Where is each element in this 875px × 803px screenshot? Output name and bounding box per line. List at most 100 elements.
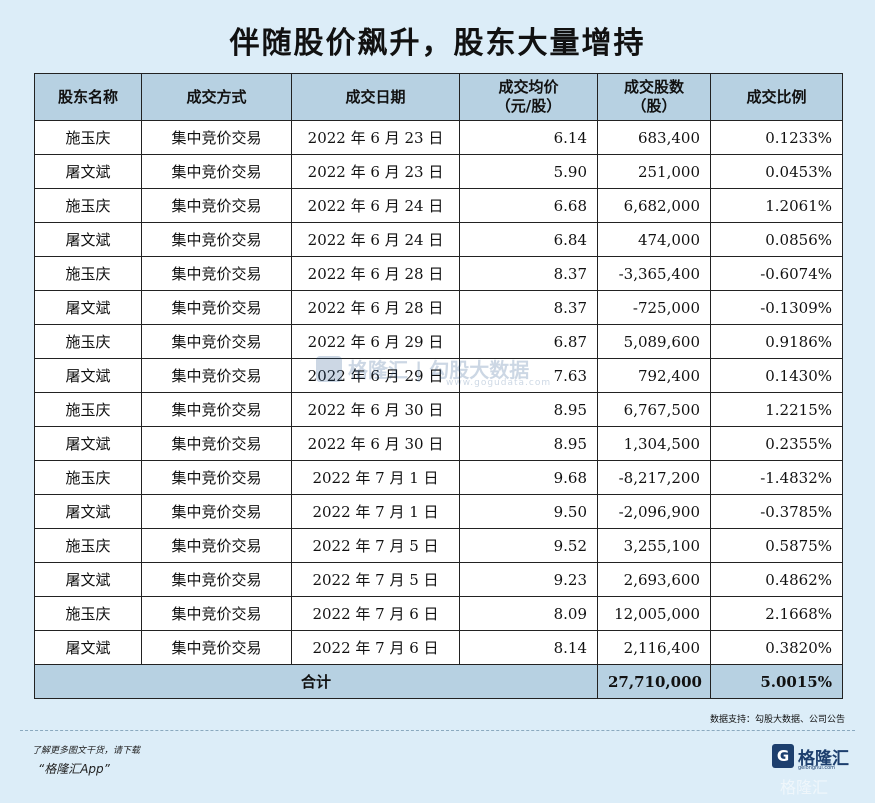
cell-ratio: 0.4862% [710, 562, 843, 597]
header-ratio: 成交比例 [710, 73, 843, 121]
cell-shareholder: 屠文斌 [34, 358, 142, 393]
cell-ratio: 0.0856% [710, 222, 843, 257]
cell-shares: 3,255,100 [597, 528, 711, 563]
cell-avg-price: 6.87 [459, 324, 598, 359]
cell-avg-price: 7.63 [459, 358, 598, 393]
cell-avg-price: 8.14 [459, 630, 598, 665]
cell-ratio: 0.3820% [710, 630, 843, 665]
table-row: 屠文斌 集中竞价交易 2022 年 6 月 24 日 6.84 474,000 0.085… [34, 222, 843, 257]
cell-avg-price: 9.50 [459, 494, 598, 529]
cell-method: 集中竞价交易 [141, 256, 292, 291]
header-method: 成交方式 [141, 73, 292, 121]
cell-shares: 683,400 [597, 120, 711, 155]
cell-ratio: 2.1668% [710, 596, 843, 631]
cell-shareholder: 屠文斌 [34, 494, 142, 529]
cell-date: 2022 年 6 月 23 日 [291, 120, 460, 155]
cell-ratio: -0.6074% [710, 256, 843, 291]
table-row: 屠文斌 集中竞价交易 2022 年 6 月 30 日 8.95 1,304,500 0.2… [34, 426, 843, 461]
cell-date: 2022 年 7 月 1 日 [291, 460, 460, 495]
brand-url: gelonghui.com [798, 765, 836, 771]
cell-date: 2022 年 7 月 5 日 [291, 528, 460, 563]
cell-shares: 12,005,000 [597, 596, 711, 631]
table-row: 施玉庆 集中竞价交易 2022 年 6 月 24 日 6.68 6,682,000 1.2… [34, 188, 843, 223]
trades-table: 股东名称 成交方式 成交日期 成交均价 （元/股） 成交股数 （股） 成交比例 … [34, 73, 843, 699]
table-row: 施玉庆 集中竞价交易 2022 年 7 月 1 日 9.68 -8,217,200 -1.… [34, 460, 843, 495]
cell-shares: -2,096,900 [597, 494, 711, 529]
cell-method: 集中竞价交易 [141, 120, 292, 155]
cell-method: 集中竞价交易 [141, 426, 292, 461]
cell-avg-price: 8.37 [459, 256, 598, 291]
cell-method: 集中竞价交易 [141, 460, 292, 495]
promo-text: 了解更多图文干货，请下载 [32, 746, 141, 756]
cell-method: 集中竞价交易 [141, 630, 292, 665]
cell-shares: 251,000 [597, 154, 711, 189]
total-ratio: 5.0015% [710, 664, 843, 699]
table-row: 施玉庆 集中竞价交易 2022 年 7 月 6 日 8.09 12,005,000 2.1… [34, 596, 843, 631]
cell-shares: -3,365,400 [597, 256, 711, 291]
table-row: 施玉庆 集中竞价交易 2022 年 6 月 23 日 6.14 683,400 0.123… [34, 120, 843, 155]
table-row: 屠文斌 集中竞价交易 2022 年 7 月 5 日 9.23 2,693,600 0.48… [34, 562, 843, 597]
cell-date: 2022 年 7 月 1 日 [291, 494, 460, 529]
cell-avg-price: 6.14 [459, 120, 598, 155]
data-source-note: 数据支持：勾股大数据、公司公告 [709, 715, 845, 725]
cell-ratio: -0.3785% [710, 494, 843, 529]
cell-method: 集中竞价交易 [141, 528, 292, 563]
table-body: 施玉庆 集中竞价交易 2022 年 6 月 23 日 6.14 683,400 0.123… [34, 120, 843, 665]
cell-method: 集中竞价交易 [141, 290, 292, 325]
cell-method: 集中竞价交易 [141, 324, 292, 359]
cell-shares: -8,217,200 [597, 460, 711, 495]
cell-avg-price: 8.09 [459, 596, 598, 631]
cell-shares: -725,000 [597, 290, 711, 325]
cell-ratio: 0.2355% [710, 426, 843, 461]
cell-shareholder: 屠文斌 [34, 630, 142, 665]
cell-avg-price: 6.68 [459, 188, 598, 223]
cell-avg-price: 9.23 [459, 562, 598, 597]
table-header-row: 股东名称 成交方式 成交日期 成交均价 （元/股） 成交股数 （股） 成交比例 [34, 73, 843, 121]
brand-watermark: 格隆汇 [780, 778, 829, 797]
cell-shareholder: 施玉庆 [34, 460, 142, 495]
header-shareholder: 股东名称 [34, 73, 142, 121]
cell-shareholder: 屠文斌 [34, 154, 142, 189]
total-row: 合计 27,710,000 5.0015% [34, 664, 843, 699]
cell-ratio: 1.2215% [710, 392, 843, 427]
table-row: 施玉庆 集中竞价交易 2022 年 6 月 29 日 6.87 5,089,600 0.9… [34, 324, 843, 359]
table-row: 屠文斌 集中竞价交易 2022 年 7 月 6 日 8.14 2,116,400 0.38… [34, 630, 843, 665]
page-title: 伴随股价飙升，股东大量增持 [229, 26, 646, 61]
cell-ratio: 0.5875% [710, 528, 843, 563]
cell-date: 2022 年 6 月 29 日 [291, 358, 460, 393]
cell-method: 集中竞价交易 [141, 596, 292, 631]
cell-method: 集中竞价交易 [141, 562, 292, 597]
cell-shareholder: 屠文斌 [34, 562, 142, 597]
cell-date: 2022 年 7 月 6 日 [291, 630, 460, 665]
divider [20, 730, 855, 731]
cell-shareholder: 屠文斌 [34, 426, 142, 461]
cell-ratio: -0.1309% [710, 290, 843, 325]
cell-method: 集中竞价交易 [141, 494, 292, 529]
total-label: 合计 [34, 664, 598, 699]
cell-shares: 6,767,500 [597, 392, 711, 427]
cell-date: 2022 年 6 月 24 日 [291, 188, 460, 223]
promo-app-name: “格隆汇App” [38, 762, 110, 776]
header-avg-price: 成交均价 （元/股） [459, 73, 598, 121]
cell-date: 2022 年 6 月 30 日 [291, 392, 460, 427]
cell-date: 2022 年 6 月 29 日 [291, 324, 460, 359]
table-row: 屠文斌 集中竞价交易 2022 年 6 月 23 日 5.90 251,000 0.045… [34, 154, 843, 189]
cell-shareholder: 施玉庆 [34, 528, 142, 563]
cell-date: 2022 年 6 月 28 日 [291, 290, 460, 325]
total-shares: 27,710,000 [597, 664, 711, 699]
cell-ratio: -1.4832% [710, 460, 843, 495]
cell-date: 2022 年 6 月 28 日 [291, 256, 460, 291]
cell-shareholder: 施玉庆 [34, 120, 142, 155]
cell-date: 2022 年 6 月 24 日 [291, 222, 460, 257]
table-row: 施玉庆 集中竞价交易 2022 年 6 月 30 日 8.95 6,767,500 1.2… [34, 392, 843, 427]
header-date: 成交日期 [291, 73, 460, 121]
table-row: 屠文斌 集中竞价交易 2022 年 7 月 1 日 9.50 -2,096,900 -0.… [34, 494, 843, 529]
cell-shareholder: 屠文斌 [34, 222, 142, 257]
cell-method: 集中竞价交易 [141, 222, 292, 257]
cell-avg-price: 5.90 [459, 154, 598, 189]
cell-date: 2022 年 6 月 30 日 [291, 426, 460, 461]
cell-method: 集中竞价交易 [141, 392, 292, 427]
cell-ratio: 0.1233% [710, 120, 843, 155]
cell-date: 2022 年 7 月 6 日 [291, 596, 460, 631]
table-row: 施玉庆 集中竞价交易 2022 年 7 月 5 日 9.52 3,255,100 0.58… [34, 528, 843, 563]
